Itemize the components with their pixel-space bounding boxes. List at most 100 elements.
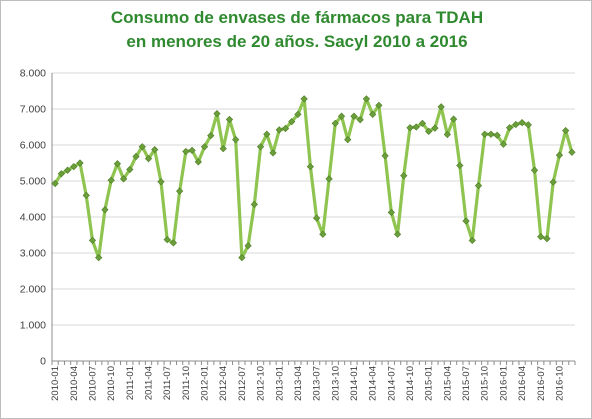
- data-point: [194, 158, 202, 166]
- data-point: [182, 147, 190, 156]
- y-tick-label: 7.000: [20, 104, 46, 116]
- data-point: [362, 95, 371, 103]
- data-point: [524, 121, 532, 129]
- data-point: [555, 151, 564, 159]
- data-point: [107, 176, 115, 184]
- data-point: [256, 143, 265, 151]
- data-point: [474, 182, 483, 190]
- y-tick-label: 0: [40, 356, 46, 368]
- chart-title: Consumo de envases de fármacos para TDAH…: [1, 6, 592, 54]
- data-point: [113, 160, 121, 168]
- data-point: [431, 124, 439, 132]
- data-point: [499, 140, 508, 148]
- data-point: [543, 234, 551, 243]
- x-tick-label: 2010-01: [50, 366, 61, 401]
- x-tick-label: 2013-10: [330, 366, 341, 401]
- data-point: [76, 159, 84, 167]
- data-point: [568, 148, 576, 156]
- chart-title-line-1: Consumo de envases de fármacos para TDAH: [110, 8, 484, 27]
- data-point: [238, 254, 246, 262]
- data-point: [213, 110, 221, 118]
- x-tick-label: 2010-10: [106, 366, 117, 401]
- data-point: [387, 208, 395, 216]
- data-point: [506, 124, 514, 132]
- data-point: [412, 123, 420, 131]
- x-tick-label: 2015-01: [424, 366, 435, 401]
- y-tick-label: 1.000: [20, 320, 46, 332]
- data-point: [200, 143, 209, 151]
- data-point: [537, 233, 545, 241]
- data-point: [219, 144, 227, 153]
- x-tick-label: 2011-01: [125, 366, 136, 400]
- x-tick-label: 2011-04: [144, 366, 155, 400]
- data-point: [294, 110, 302, 119]
- data-point: [456, 161, 464, 170]
- data-point: [119, 175, 128, 183]
- data-point: [169, 239, 178, 247]
- data-point: [350, 112, 358, 120]
- x-tick-label: 2014-04: [368, 366, 379, 401]
- data-point: [188, 146, 196, 155]
- x-tick-label: 2013-04: [293, 366, 304, 401]
- data-point: [63, 166, 72, 174]
- data-point: [319, 230, 327, 238]
- data-point: [95, 254, 103, 262]
- data-point: [344, 135, 352, 144]
- data-point: [406, 124, 414, 132]
- data-point: [356, 116, 364, 124]
- data-point: [468, 236, 476, 245]
- data-point: [144, 155, 153, 163]
- y-tick-label: 8.000: [20, 68, 46, 80]
- data-point: [487, 130, 495, 138]
- data-point: [51, 179, 59, 188]
- data-point: [312, 214, 321, 222]
- data-point: [518, 119, 526, 127]
- data-point: [57, 170, 65, 178]
- data-point: [418, 119, 427, 128]
- data-point: [263, 130, 271, 138]
- y-tick-label: 2.000: [20, 284, 46, 296]
- data-point: [82, 191, 90, 200]
- x-tick-label: 2015-10: [480, 366, 491, 401]
- x-tick-label: 2016-04: [517, 366, 528, 401]
- data-point: [462, 217, 470, 225]
- x-tick-label: 2016-01: [498, 366, 509, 401]
- data-point: [101, 206, 109, 214]
- chart-title-line-2: en menores de 20 años. Sacyl 2010 a 2016: [126, 32, 468, 51]
- data-point: [443, 130, 451, 139]
- x-tick-label: 2013-07: [312, 366, 323, 401]
- x-tick-label: 2010-04: [69, 366, 80, 401]
- data-point: [437, 103, 445, 111]
- data-point: [481, 130, 489, 138]
- data-point: [375, 101, 383, 110]
- data-point: [300, 95, 308, 103]
- x-tick-label: 2011-10: [181, 366, 192, 400]
- data-point: [151, 146, 159, 154]
- data-point: [512, 120, 520, 129]
- data-point: [157, 178, 165, 186]
- data-point: [288, 117, 296, 126]
- y-tick-label: 3.000: [20, 248, 46, 260]
- data-point: [393, 230, 402, 238]
- data-point: [176, 187, 184, 195]
- data-point: [331, 119, 339, 128]
- data-point: [232, 135, 240, 144]
- x-tick-label: 2015-04: [442, 366, 453, 401]
- x-tick-label: 2012-07: [237, 366, 248, 401]
- x-tick-label: 2014-07: [386, 366, 397, 401]
- data-point: [207, 132, 215, 140]
- data-point: [250, 200, 258, 209]
- data-point: [275, 126, 283, 134]
- data-point: [369, 110, 377, 119]
- data-point: [244, 242, 252, 250]
- data-point: [281, 124, 290, 133]
- data-point: [530, 166, 539, 174]
- data-point: [306, 162, 315, 171]
- data-point: [325, 175, 333, 183]
- x-tick-label: 2014-01: [349, 366, 360, 401]
- x-tick-label: 2013-01: [274, 366, 285, 401]
- data-point: [126, 165, 134, 174]
- data-point: [381, 152, 389, 160]
